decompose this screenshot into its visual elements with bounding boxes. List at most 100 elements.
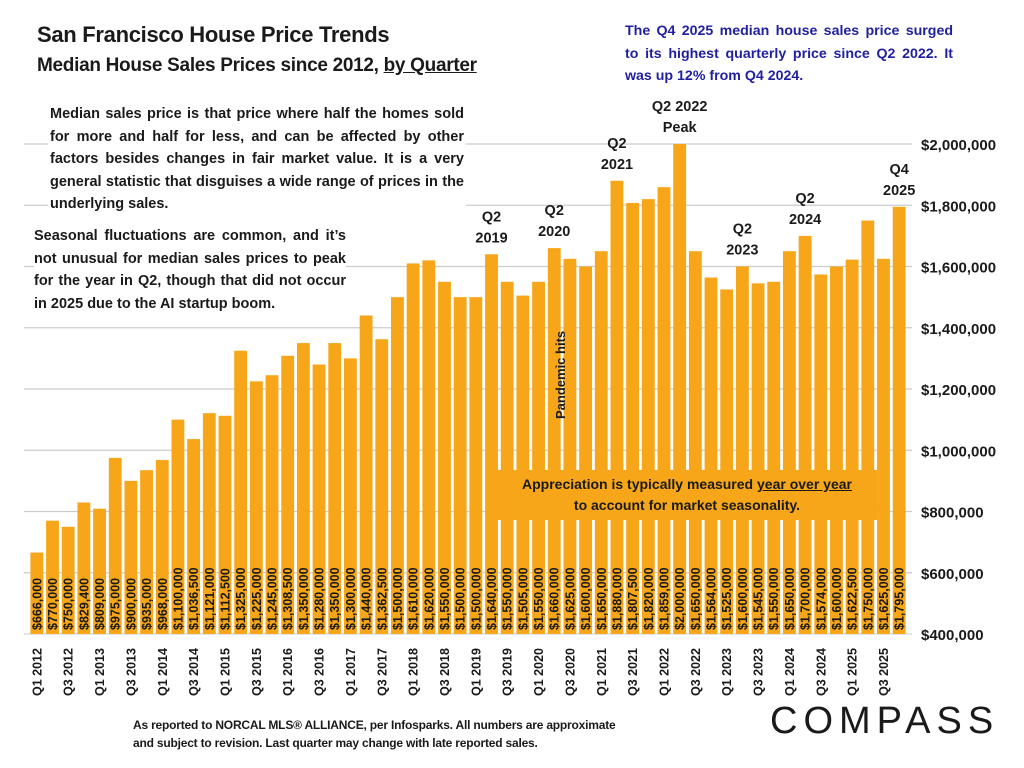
x-tick-label: Q3 2013 <box>124 648 138 696</box>
bar <box>187 439 201 634</box>
annotation-label: 2024 <box>789 212 821 228</box>
x-tick-label: Q3 2021 <box>626 648 640 696</box>
annotation-label: 2021 <box>601 157 633 173</box>
bar <box>704 277 718 634</box>
footnote-line-1: As reported to NORCAL MLS® ALLIANCE, per… <box>133 718 616 732</box>
x-tick-label: Q1 2014 <box>156 648 170 696</box>
value-label: $1,807,500 <box>626 567 640 630</box>
x-axis-ticks: Q1 2012 Q3 2012 Q1 2013 Q3 2013 Q1 2014 Q3 20… <box>30 648 891 696</box>
value-label: $1,545,000 <box>752 567 766 630</box>
value-label: $2,000,000 <box>673 567 687 630</box>
bar <box>532 281 545 634</box>
annotation-label: Q2 <box>733 222 752 238</box>
x-tick-label: Q3 2015 <box>250 648 264 696</box>
bar <box>735 266 749 634</box>
value-label: $1,550,000 <box>767 567 781 630</box>
value-label: $1,650,000 <box>689 567 703 630</box>
value-label: $1,600,000 <box>736 567 750 630</box>
bar <box>845 259 859 634</box>
bar <box>281 355 295 634</box>
value-label: $750,000 <box>62 578 76 630</box>
value-label: $1,500,000 <box>391 567 405 630</box>
x-tick-label: Q1 2019 <box>469 648 483 696</box>
bar <box>46 520 59 634</box>
value-label: $1,700,000 <box>799 567 813 630</box>
bar <box>77 502 91 634</box>
bar <box>234 350 248 634</box>
bar <box>563 258 577 634</box>
bar <box>61 526 75 634</box>
bar <box>296 343 310 634</box>
value-label: $1,650,000 <box>595 567 609 630</box>
bar <box>375 339 389 634</box>
value-label: $1,362,500 <box>375 567 389 630</box>
value-label: $1,036,500 <box>187 567 201 630</box>
annotation-label: Q2 <box>795 191 814 207</box>
bar <box>657 187 671 634</box>
x-tick-label: Q1 2024 <box>783 648 797 696</box>
value-label: $1,650,000 <box>783 567 797 630</box>
value-label: $1,620,000 <box>422 567 436 630</box>
bar <box>218 415 232 634</box>
value-label: $1,280,000 <box>313 567 327 630</box>
value-label: $1,308,500 <box>281 567 295 630</box>
value-label: $1,440,000 <box>360 567 374 630</box>
subtitle-text: Median House Sales Prices since 2012, <box>37 55 384 76</box>
x-tick-label: Q3 2019 <box>501 648 515 696</box>
x-tick-label: Q1 2017 <box>344 648 358 696</box>
bar <box>422 260 436 634</box>
bar <box>249 381 263 634</box>
value-label: $1,350,000 <box>328 567 342 630</box>
definition-note: Median sales price is that price where h… <box>48 103 466 216</box>
value-label: $1,600,000 <box>830 567 844 630</box>
chart-subtitle: Median House Sales Prices since 2012, by… <box>37 55 477 77</box>
annotation-label: 2025 <box>883 183 915 199</box>
x-tick-label: Q3 2024 <box>814 648 828 696</box>
value-label: $1,820,000 <box>642 567 656 630</box>
annotation-label: Q2 <box>545 203 564 219</box>
value-label: $1,880,000 <box>610 567 624 630</box>
bar <box>641 199 655 634</box>
bar <box>594 251 608 634</box>
x-tick-label: Q3 2014 <box>187 648 201 696</box>
annotation-label: 2020 <box>538 224 570 240</box>
bar <box>861 220 875 634</box>
y-tick-label: $1,400,000 <box>921 321 996 338</box>
compass-logo: COMPASS <box>770 700 1000 742</box>
annotation-label: Q4 <box>889 162 908 178</box>
subtitle-underlined: by Quarter <box>383 55 477 76</box>
value-label: $1,564,000 <box>705 567 719 630</box>
annotation-label: 2023 <box>726 243 758 259</box>
value-label: $900,000 <box>124 578 138 630</box>
bar <box>485 254 498 634</box>
q4-2025-callout: The Q4 2025 median house sales price sur… <box>625 23 953 84</box>
value-label: $1,112,500 <box>218 568 232 630</box>
appreciation-suffix: to account for market seasonality. <box>573 497 801 513</box>
x-tick-label: Q1 2013 <box>93 648 107 696</box>
bar <box>343 358 357 634</box>
bar <box>516 295 530 634</box>
y-tick-label: $2,000,000 <box>921 137 996 154</box>
value-label: $829,400 <box>77 578 91 630</box>
value-label: $1,574,000 <box>814 567 828 630</box>
bar <box>469 297 483 634</box>
value-label: $1,550,000 <box>438 567 452 630</box>
bar <box>312 364 326 634</box>
value-label: $1,245,000 <box>266 567 280 630</box>
bar <box>93 508 106 634</box>
bar <box>579 266 593 634</box>
y-tick-label: $400,000 <box>921 627 984 644</box>
bar <box>328 343 342 634</box>
bar <box>720 289 734 634</box>
bar <box>767 281 781 634</box>
value-label: $1,525,000 <box>720 567 734 630</box>
annotation-label: 2019 <box>475 230 507 246</box>
value-labels: $666,000 $770,000 $750,000 $829,400 $809,000… <box>30 567 906 630</box>
bar <box>500 281 514 634</box>
appreciation-text: Appreciation is typically measured <box>522 476 757 492</box>
x-tick-label: Q1 2015 <box>218 648 232 696</box>
x-tick-label: Q1 2012 <box>30 648 44 696</box>
bar <box>877 258 890 634</box>
value-label: $1,500,000 <box>469 567 483 630</box>
y-axis-ticks: $400,000 $600,000 $800,000 $1,000,000 $1,200… <box>921 137 996 644</box>
